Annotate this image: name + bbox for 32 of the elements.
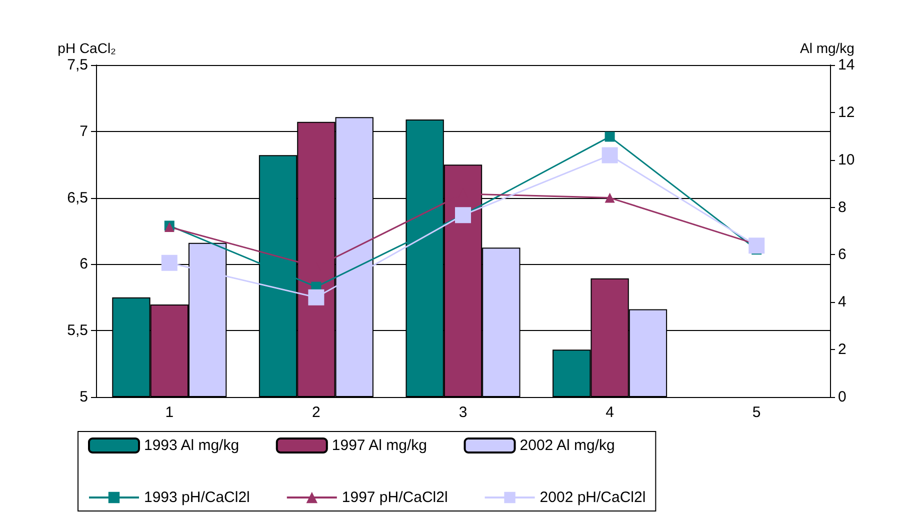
point <box>161 254 178 271</box>
y-tick-label: 6,5 <box>67 189 88 206</box>
legend-label: 1993 pH/CaCl2l <box>144 489 250 506</box>
y2-tick-label: 4 <box>838 294 846 311</box>
legend-label: 1997 Al mg/kg <box>332 437 427 454</box>
y2-tick-label: 6 <box>838 246 846 264</box>
legend-label: 1997 pH/CaCl2l <box>342 489 448 506</box>
y-tick-label: 7 <box>80 122 88 140</box>
x-tick-label: 4 <box>606 404 614 421</box>
y-tick-label: 5,5 <box>67 322 88 340</box>
y2-tick-label: 14 <box>838 56 855 74</box>
y2-tick-label: 0 <box>838 388 846 406</box>
y2-tick-label: 10 <box>838 151 855 168</box>
y-axis-title: pH CaCl₂ <box>58 40 116 56</box>
y2-tick-label: 12 <box>838 104 855 121</box>
legend-label: 2002 Al mg/kg <box>520 437 615 454</box>
point <box>308 289 324 306</box>
legend-label: 2002 pH/CaCl2l <box>540 489 646 506</box>
x-tick-label: 1 <box>165 404 174 421</box>
point <box>455 207 471 224</box>
x-tick-label: 2 <box>312 404 320 421</box>
legend-label: 1993 Al mg/kg <box>144 437 240 454</box>
y-tick-label: 5 <box>80 388 88 406</box>
y2-axis-title: Al mg/kg <box>800 40 854 56</box>
y-tick-label: 6 <box>80 256 88 273</box>
point <box>602 147 618 164</box>
x-tick-label: 5 <box>752 404 761 421</box>
point <box>604 132 615 142</box>
y2-tick-label: 2 <box>838 341 846 358</box>
y-tick-label: 7,5 <box>67 56 88 74</box>
x-tick-label: 3 <box>458 404 468 421</box>
y2-tick-label: 8 <box>838 198 846 216</box>
